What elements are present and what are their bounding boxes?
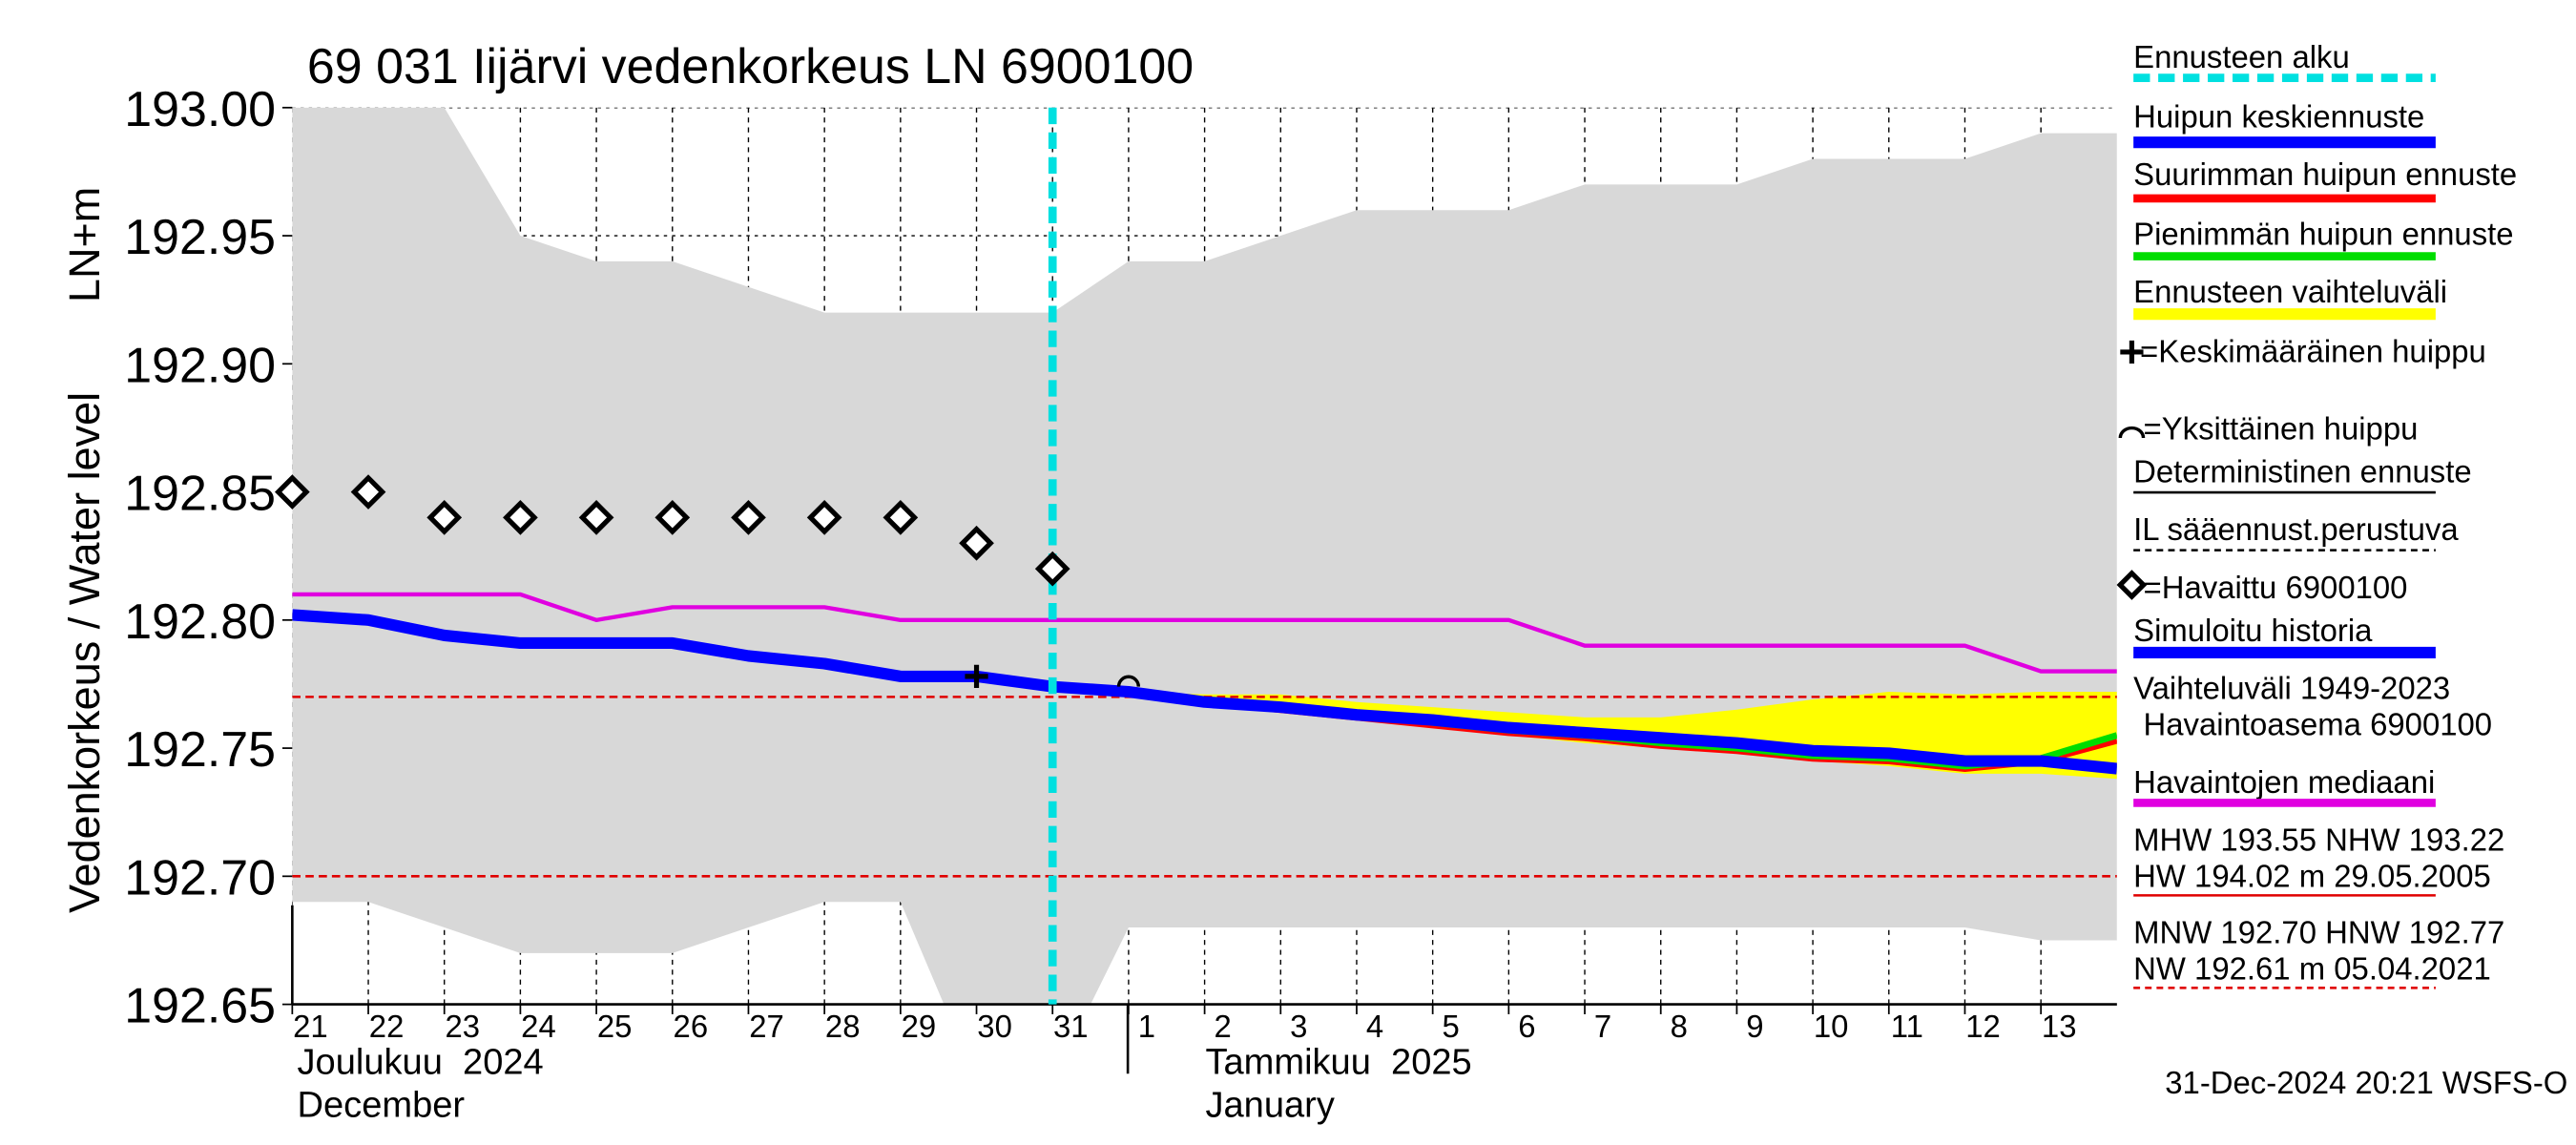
y-tick-label: 192.80 [124,594,276,650]
observed-point [654,500,691,535]
y-tick-label: 192.65 [124,979,276,1034]
x-tick-label: 25 [597,1009,633,1044]
timestamp: 31-Dec-2024 20:21 WSFS-O [2165,1065,2567,1100]
series-line [292,609,1054,693]
legend-symbol [2118,426,2146,439]
y-tick-label: 193.00 [124,82,276,137]
single-peak [1116,675,1141,687]
month-label: January [1205,1085,1334,1125]
observed-point [731,500,766,535]
x-tick-label: 23 [445,1009,480,1044]
x-tick-label: 6 [1518,1009,1535,1044]
observed-point [883,500,919,535]
legend-label: Suurimman huipun ennuste [2133,156,2517,192]
plot-area [292,107,2117,1005]
legend-label: Vaihteluväli 1949-2023 [2133,670,2450,705]
observed-point [1034,551,1070,587]
legend-symbol [2120,340,2144,364]
x-tick-label: 26 [674,1009,709,1044]
legend-label: Huipun keskiennuste [2133,99,2424,135]
legend-label: IL sääennust.perustuva [2133,511,2459,547]
x-tick-label: 29 [902,1009,937,1044]
legend-label: =Yksittäinen huippu [2144,411,2419,447]
chart-title: 69 031 Iijärvi vedenkorkeus LN 6900100 [307,39,1194,94]
x-tick-label: 31 [1053,1009,1089,1044]
x-tick-label: 27 [749,1009,784,1044]
legend-label: Deterministinen ennuste [2133,454,2472,489]
axes [281,106,2117,1074]
legend-note: MHW 193.55 NHW 193.22 [2133,822,2504,858]
month-label: Tammikuu 2025 [1205,1042,1471,1082]
legend-label: Pienimmän huipun ennuste [2133,216,2513,251]
x-tick-label: 3 [1290,1009,1307,1044]
x-tick-label: 2 [1214,1009,1231,1044]
range-band [292,107,2117,1005]
observed-point [806,500,842,535]
observed-point [578,500,614,535]
observed-point [426,500,463,535]
x-tick-label: 24 [521,1009,556,1044]
y-unit: LN+m [60,187,109,302]
series-line [292,592,2117,674]
x-tick-label: 8 [1671,1009,1688,1044]
y-tick-label: 192.70 [124,850,276,906]
y-tick-label: 192.75 [124,722,276,778]
x-tick-label: 4 [1366,1009,1383,1044]
mean-peak [965,664,988,689]
legend-label: Simuloitu historia [2133,613,2373,648]
legend: Ennusteen alku Huipun keskiennuste Suurimm… [2116,39,2517,989]
y-tick-label: 192.95 [124,210,276,265]
observed-point [503,500,538,535]
y-axis-label: Vedenkorkeus / Water level [60,392,109,913]
legend-label: Havaintojen mediaani [2133,764,2435,800]
x-tick-label: 9 [1746,1009,1763,1044]
y-tick-label: 192.90 [124,338,276,393]
x-tick-label: 5 [1443,1009,1460,1044]
legend-label: Ennusteen alku [2133,39,2350,74]
observed-point [274,474,310,510]
x-tick-label: 30 [977,1009,1012,1044]
legend-note: MNW 192.70 HNW 192.77 [2133,915,2504,950]
x-tick-label: 7 [1594,1009,1611,1044]
x-tick-label: 28 [825,1009,861,1044]
legend-label: =Keskimääräinen huippu [2140,333,2486,368]
legend-label: Ennusteen vaihteluväli [2133,274,2447,309]
x-tick-label: 1 [1138,1009,1155,1044]
legend-label: Havaintoasema 6900100 [2144,706,2493,741]
month-label: Joulukuu 2024 [298,1042,544,1082]
legend-note: NW 192.61 m 05.04.2021 [2133,951,2491,987]
x-tick-label: 10 [1814,1009,1849,1044]
y-tick-label: 192.85 [124,467,276,522]
legend-label: =Havaittu 6900100 [2144,570,2408,605]
x-tick-label: 13 [2042,1009,2077,1044]
observed-point [959,525,994,561]
x-tick-label: 12 [1965,1009,2001,1044]
legend-symbol [2116,570,2148,600]
month-label: December [298,1085,466,1125]
x-tick-label: 21 [293,1009,328,1044]
x-tick-label: 22 [369,1009,405,1044]
legend-note: HW 194.02 m 29.05.2005 [2133,859,2491,894]
x-tick-label: 11 [1891,1009,1923,1044]
series-line [1051,680,2117,775]
observed-point [350,474,386,510]
